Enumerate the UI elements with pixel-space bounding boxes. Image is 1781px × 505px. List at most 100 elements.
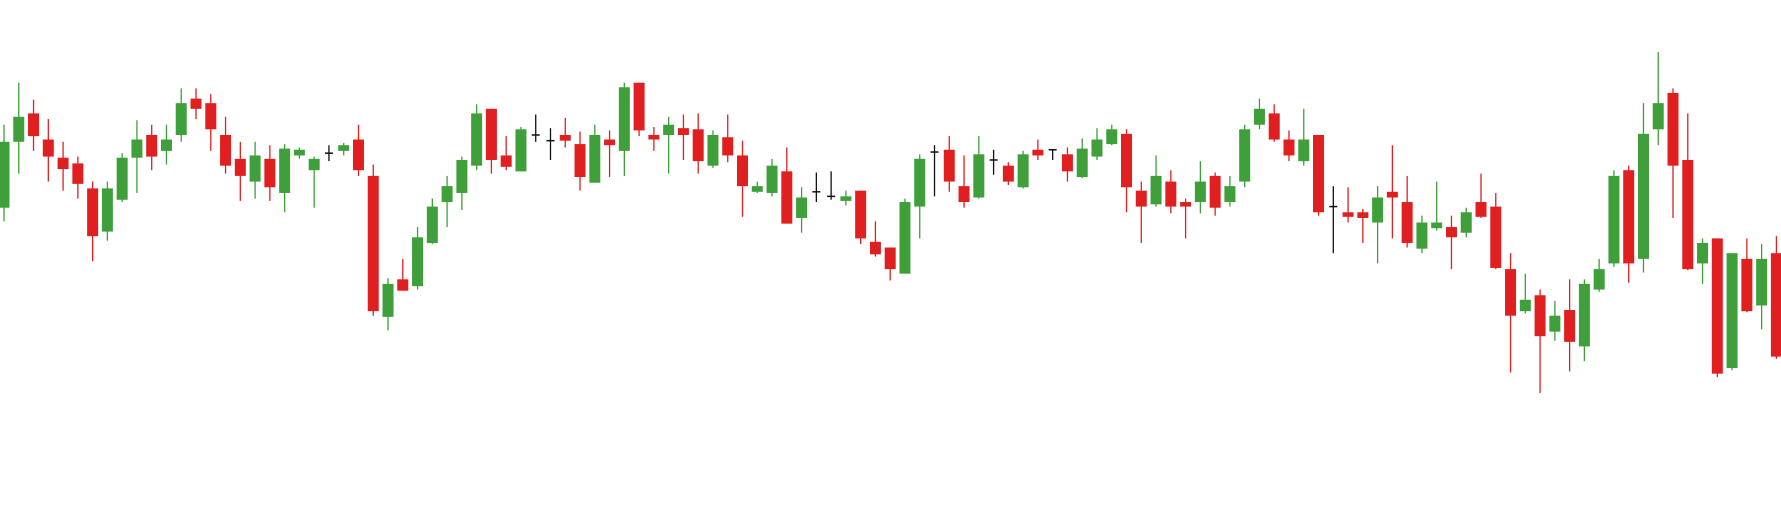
candle-body — [1711, 238, 1723, 374]
candle-body — [412, 237, 424, 287]
candle-body — [1534, 295, 1546, 337]
candle-body — [1416, 222, 1428, 249]
candle-body — [677, 128, 689, 135]
candle-body — [1475, 202, 1487, 217]
candle-body — [1194, 181, 1206, 203]
candle-body — [1460, 212, 1472, 233]
candle-body — [1224, 186, 1236, 203]
candle-body — [308, 158, 320, 171]
candle-body — [766, 165, 778, 193]
candle-body — [589, 134, 601, 183]
candle-body — [943, 149, 955, 182]
candle-body — [1342, 212, 1354, 217]
candle-body — [352, 139, 364, 171]
candle-body — [722, 137, 734, 156]
candle-body — [249, 155, 261, 182]
candle-body — [13, 116, 25, 142]
candle-body — [101, 188, 113, 232]
candle-body — [1386, 191, 1398, 198]
candle-body — [692, 129, 704, 162]
candle-body — [1770, 253, 1781, 357]
candle-body — [1061, 154, 1073, 172]
candle-body — [1106, 129, 1118, 145]
candle-body — [781, 171, 793, 224]
candle-body — [1313, 134, 1325, 213]
candle-body — [1180, 202, 1192, 207]
candle-body — [618, 87, 630, 151]
candle-body — [1017, 154, 1029, 188]
candle-body — [279, 148, 291, 193]
candle-body — [28, 113, 40, 137]
candle-body — [500, 155, 512, 167]
candle-body — [57, 157, 69, 170]
candle-body — [471, 113, 483, 166]
candle-body — [1431, 222, 1443, 229]
candle-body — [663, 124, 675, 135]
candle-body — [1209, 175, 1221, 208]
candle-body — [840, 196, 852, 201]
candle-body — [796, 197, 808, 218]
candle-body — [737, 155, 748, 187]
candle-body — [146, 134, 158, 157]
candle-body — [1756, 258, 1768, 306]
candle-body — [1490, 206, 1502, 268]
candle-body — [751, 186, 763, 192]
candle-body — [1002, 165, 1014, 182]
candle-body — [1726, 253, 1738, 368]
candle-body — [1135, 190, 1147, 207]
candle-body — [884, 247, 896, 270]
candle-body — [855, 190, 867, 239]
candle-body — [574, 144, 586, 178]
candle-body — [293, 149, 305, 156]
candle-body — [633, 82, 645, 131]
candle-body — [1682, 159, 1694, 270]
candle-body — [1741, 258, 1753, 312]
candle-body — [1253, 108, 1265, 125]
candle-body — [1091, 139, 1103, 157]
candle-body — [1652, 103, 1664, 130]
candle-body — [87, 188, 99, 237]
candle-body — [1667, 92, 1679, 166]
candle-body — [456, 159, 468, 193]
candle-body — [264, 158, 276, 188]
candle-body — [1076, 148, 1088, 178]
candle-body — [175, 103, 187, 135]
candle-body — [1150, 175, 1162, 205]
candle-body — [1283, 139, 1295, 156]
candle-body — [131, 139, 143, 158]
candle-body — [1549, 315, 1561, 332]
candle-body — [869, 241, 881, 255]
candle-body — [397, 279, 409, 291]
candle-body — [1593, 269, 1605, 290]
candle-body — [367, 175, 379, 312]
candle-body — [72, 163, 84, 184]
candle-body — [958, 186, 970, 203]
candle-body — [1268, 113, 1280, 140]
candle-body — [1239, 129, 1251, 182]
candle-body — [338, 145, 350, 151]
candle-body — [559, 134, 571, 141]
candle-body — [1519, 299, 1531, 312]
candle-body — [382, 283, 394, 317]
candle-body — [707, 134, 719, 166]
candle-body — [190, 98, 202, 109]
candle-body — [426, 206, 438, 243]
candle-body — [234, 158, 246, 176]
candle-body — [1032, 149, 1044, 156]
candle-body — [899, 202, 911, 274]
candle-body — [1165, 181, 1177, 207]
candle-body — [1623, 170, 1635, 264]
candle-body — [1401, 202, 1413, 243]
candle-body — [0, 141, 10, 208]
candle-body — [648, 134, 660, 140]
candle-body — [1445, 227, 1457, 238]
candle-body — [160, 139, 172, 151]
candle-body — [42, 139, 54, 157]
candle-body — [1372, 197, 1384, 223]
candle-body — [1505, 269, 1517, 316]
candle-body — [1578, 283, 1590, 347]
candle-body — [973, 154, 985, 198]
candle-body — [1564, 310, 1576, 342]
candle-body — [604, 139, 616, 146]
